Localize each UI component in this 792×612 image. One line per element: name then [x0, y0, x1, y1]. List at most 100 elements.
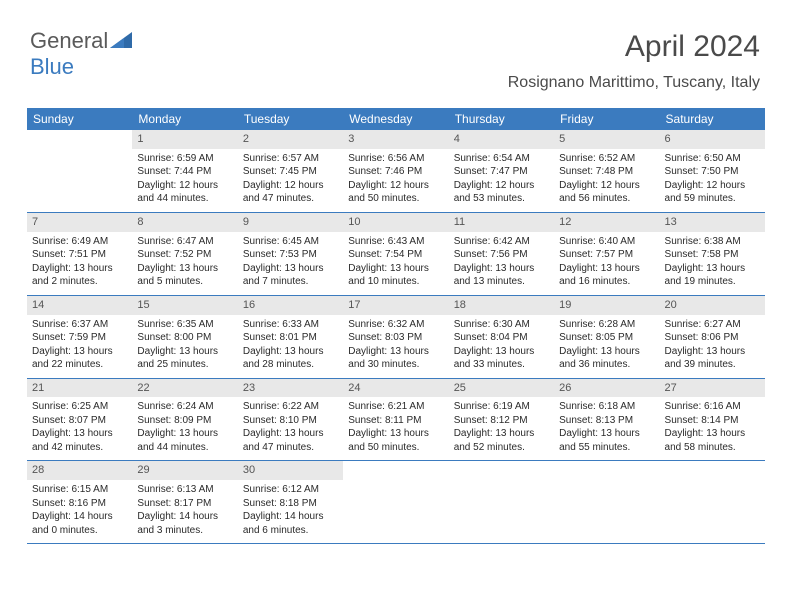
day-content: Sunrise: 6:35 AMSunset: 8:00 PMDaylight:… [132, 315, 237, 378]
sunset-text: Sunset: 7:58 PM [665, 248, 760, 262]
day-number: 7 [27, 213, 132, 232]
day-number [27, 130, 132, 149]
daylight-text: Daylight: 12 hours and 59 minutes. [665, 179, 760, 206]
calendar-cell: 8Sunrise: 6:47 AMSunset: 7:52 PMDaylight… [132, 213, 237, 295]
sunset-text: Sunset: 8:06 PM [665, 331, 760, 345]
calendar-cell: 20Sunrise: 6:27 AMSunset: 8:06 PMDayligh… [660, 296, 765, 378]
day-content: Sunrise: 6:32 AMSunset: 8:03 PMDaylight:… [343, 315, 448, 378]
logo-text-general: General [30, 28, 108, 53]
calendar-cell: 1Sunrise: 6:59 AMSunset: 7:44 PMDaylight… [132, 130, 237, 212]
day-content: Sunrise: 6:25 AMSunset: 8:07 PMDaylight:… [27, 397, 132, 460]
daylight-text: Daylight: 13 hours and 13 minutes. [454, 262, 549, 289]
calendar-cell: 24Sunrise: 6:21 AMSunset: 8:11 PMDayligh… [343, 379, 448, 461]
sunrise-text: Sunrise: 6:54 AM [454, 152, 549, 166]
sunset-text: Sunset: 7:46 PM [348, 165, 443, 179]
daylight-text: Daylight: 13 hours and 10 minutes. [348, 262, 443, 289]
calendar-header-row: Sunday Monday Tuesday Wednesday Thursday… [27, 108, 765, 130]
daylight-text: Daylight: 13 hours and 28 minutes. [243, 345, 338, 372]
day-content: Sunrise: 6:16 AMSunset: 8:14 PMDaylight:… [660, 397, 765, 460]
calendar-table: Sunday Monday Tuesday Wednesday Thursday… [27, 108, 765, 544]
sunrise-text: Sunrise: 6:21 AM [348, 400, 443, 414]
sunset-text: Sunset: 7:48 PM [559, 165, 654, 179]
day-number: 8 [132, 213, 237, 232]
daylight-text: Daylight: 13 hours and 42 minutes. [32, 427, 127, 454]
sunrise-text: Sunrise: 6:52 AM [559, 152, 654, 166]
day-number: 14 [27, 296, 132, 315]
sunset-text: Sunset: 8:09 PM [137, 414, 232, 428]
day-number [660, 461, 765, 480]
daylight-text: Daylight: 13 hours and 33 minutes. [454, 345, 549, 372]
day-content: Sunrise: 6:57 AMSunset: 7:45 PMDaylight:… [238, 149, 343, 212]
day-content: Sunrise: 6:49 AMSunset: 7:51 PMDaylight:… [27, 232, 132, 295]
calendar-cell: 17Sunrise: 6:32 AMSunset: 8:03 PMDayligh… [343, 296, 448, 378]
calendar-cell: 15Sunrise: 6:35 AMSunset: 8:00 PMDayligh… [132, 296, 237, 378]
sunrise-text: Sunrise: 6:42 AM [454, 235, 549, 249]
day-number: 12 [554, 213, 659, 232]
sunset-text: Sunset: 7:44 PM [137, 165, 232, 179]
sunrise-text: Sunrise: 6:28 AM [559, 318, 654, 332]
daylight-text: Daylight: 12 hours and 56 minutes. [559, 179, 654, 206]
daylight-text: Daylight: 13 hours and 19 minutes. [665, 262, 760, 289]
day-number: 10 [343, 213, 448, 232]
sunset-text: Sunset: 8:00 PM [137, 331, 232, 345]
day-content: Sunrise: 6:13 AMSunset: 8:17 PMDaylight:… [132, 480, 237, 543]
day-content: Sunrise: 6:59 AMSunset: 7:44 PMDaylight:… [132, 149, 237, 212]
day-content: Sunrise: 6:56 AMSunset: 7:46 PMDaylight:… [343, 149, 448, 212]
calendar-cell: 18Sunrise: 6:30 AMSunset: 8:04 PMDayligh… [449, 296, 554, 378]
sunset-text: Sunset: 7:52 PM [137, 248, 232, 262]
sunrise-text: Sunrise: 6:30 AM [454, 318, 549, 332]
calendar-cell: 23Sunrise: 6:22 AMSunset: 8:10 PMDayligh… [238, 379, 343, 461]
daylight-text: Daylight: 14 hours and 0 minutes. [32, 510, 127, 537]
sunset-text: Sunset: 8:01 PM [243, 331, 338, 345]
day-content: Sunrise: 6:52 AMSunset: 7:48 PMDaylight:… [554, 149, 659, 212]
day-number: 24 [343, 379, 448, 398]
day-number: 16 [238, 296, 343, 315]
daylight-text: Daylight: 13 hours and 52 minutes. [454, 427, 549, 454]
sunrise-text: Sunrise: 6:15 AM [32, 483, 127, 497]
sunset-text: Sunset: 7:57 PM [559, 248, 654, 262]
day-number: 15 [132, 296, 237, 315]
day-content: Sunrise: 6:24 AMSunset: 8:09 PMDaylight:… [132, 397, 237, 460]
sunrise-text: Sunrise: 6:19 AM [454, 400, 549, 414]
month-title: April 2024 [508, 30, 760, 64]
sunrise-text: Sunrise: 6:43 AM [348, 235, 443, 249]
sunrise-text: Sunrise: 6:57 AM [243, 152, 338, 166]
calendar-cell: 13Sunrise: 6:38 AMSunset: 7:58 PMDayligh… [660, 213, 765, 295]
calendar-cell: 2Sunrise: 6:57 AMSunset: 7:45 PMDaylight… [238, 130, 343, 212]
sunrise-text: Sunrise: 6:18 AM [559, 400, 654, 414]
day-number: 4 [449, 130, 554, 149]
sunset-text: Sunset: 8:13 PM [559, 414, 654, 428]
calendar-cell: 21Sunrise: 6:25 AMSunset: 8:07 PMDayligh… [27, 379, 132, 461]
day-number [343, 461, 448, 480]
day-number: 13 [660, 213, 765, 232]
weekday-label: Wednesday [343, 108, 448, 130]
sunrise-text: Sunrise: 6:33 AM [243, 318, 338, 332]
sunset-text: Sunset: 7:51 PM [32, 248, 127, 262]
logo-text-blue: Blue [30, 54, 74, 79]
calendar-cell [449, 461, 554, 543]
day-content: Sunrise: 6:33 AMSunset: 8:01 PMDaylight:… [238, 315, 343, 378]
day-number: 17 [343, 296, 448, 315]
calendar-cell: 25Sunrise: 6:19 AMSunset: 8:12 PMDayligh… [449, 379, 554, 461]
daylight-text: Daylight: 13 hours and 16 minutes. [559, 262, 654, 289]
sunrise-text: Sunrise: 6:37 AM [32, 318, 127, 332]
sunset-text: Sunset: 8:17 PM [137, 497, 232, 511]
daylight-text: Daylight: 12 hours and 50 minutes. [348, 179, 443, 206]
calendar-cell: 27Sunrise: 6:16 AMSunset: 8:14 PMDayligh… [660, 379, 765, 461]
sunrise-text: Sunrise: 6:27 AM [665, 318, 760, 332]
day-content: Sunrise: 6:47 AMSunset: 7:52 PMDaylight:… [132, 232, 237, 295]
sunset-text: Sunset: 8:16 PM [32, 497, 127, 511]
sunset-text: Sunset: 8:14 PM [665, 414, 760, 428]
sunrise-text: Sunrise: 6:56 AM [348, 152, 443, 166]
day-number: 6 [660, 130, 765, 149]
daylight-text: Daylight: 14 hours and 3 minutes. [137, 510, 232, 537]
day-content: Sunrise: 6:22 AMSunset: 8:10 PMDaylight:… [238, 397, 343, 460]
calendar-cell: 12Sunrise: 6:40 AMSunset: 7:57 PMDayligh… [554, 213, 659, 295]
day-content: Sunrise: 6:38 AMSunset: 7:58 PMDaylight:… [660, 232, 765, 295]
calendar-row: 7Sunrise: 6:49 AMSunset: 7:51 PMDaylight… [27, 213, 765, 296]
sunrise-text: Sunrise: 6:25 AM [32, 400, 127, 414]
calendar-cell: 6Sunrise: 6:50 AMSunset: 7:50 PMDaylight… [660, 130, 765, 212]
weekday-label: Monday [132, 108, 237, 130]
sunrise-text: Sunrise: 6:38 AM [665, 235, 760, 249]
sunrise-text: Sunrise: 6:24 AM [137, 400, 232, 414]
